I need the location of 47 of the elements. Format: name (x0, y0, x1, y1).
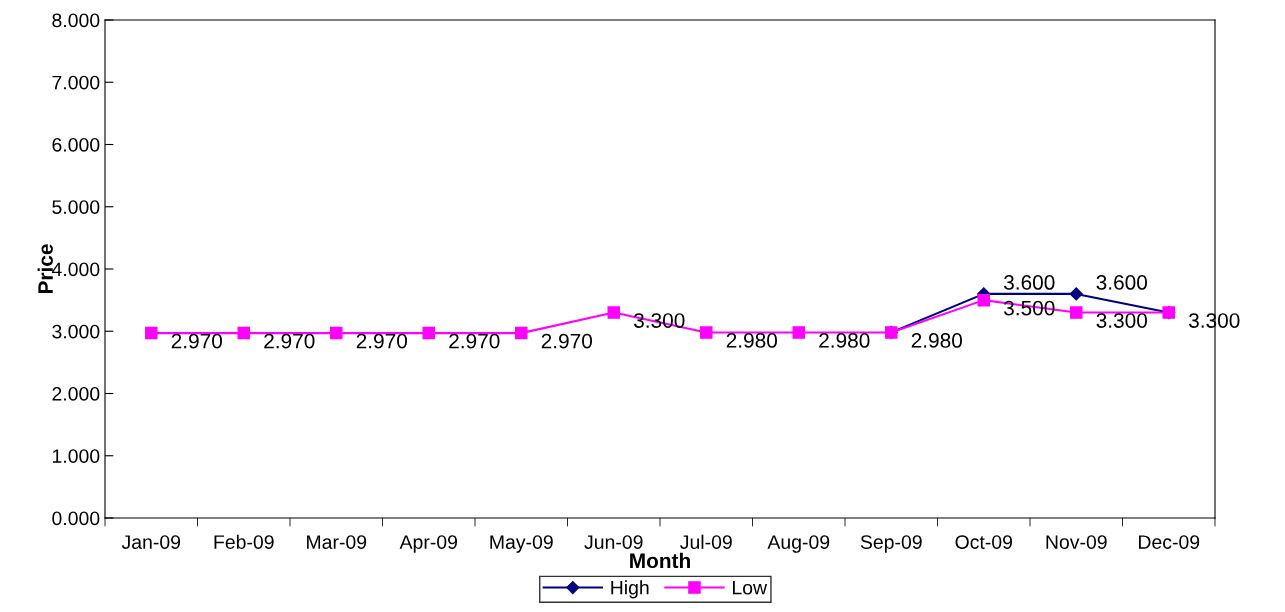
x-tick-label: Dec-09 (1139, 535, 1200, 549)
y-axis-title: Price (37, 244, 53, 294)
data-label: 2.980 (819, 333, 870, 348)
point (144, 326, 158, 340)
y-tick-label: 2.000 (52, 386, 100, 401)
data-label: 2.980 (726, 333, 778, 348)
x-tick-label: May-09 (490, 535, 553, 553)
data-label: 2.970 (171, 333, 223, 349)
x-tick-label: Sep-09 (860, 535, 922, 553)
y-tick-label: 0.000 (52, 511, 100, 526)
point (977, 293, 991, 307)
y-tick-label: 1.000 (52, 449, 100, 463)
data-label: 2.970 (264, 333, 315, 349)
y-tick-label: 8.000 (52, 13, 100, 28)
point (699, 326, 713, 339)
data-label: 2.980 (911, 333, 963, 348)
data-label: 2.970 (449, 333, 500, 349)
x-tick-label: Nov-09 (1046, 535, 1107, 549)
x-tick-label: Jul-09 (680, 534, 732, 549)
x-tick-label: Aug-09 (767, 535, 830, 553)
y-tick-label: 3.000 (52, 324, 100, 339)
point (607, 306, 621, 319)
x-tick-label: Apr-09 (399, 535, 458, 553)
x-tick-label: Jun-09 (584, 535, 643, 549)
y-tick-label: 6.000 (52, 137, 100, 152)
data-label: 2.970 (541, 333, 593, 349)
x-tick-label: Mar-09 (307, 535, 367, 549)
data-label: 2.970 (356, 333, 408, 349)
legend-label: High (611, 580, 649, 599)
point (329, 326, 343, 340)
data-label: 3.300 (1096, 313, 1148, 328)
point (1069, 306, 1083, 319)
y-tick-label: 5.000 (52, 200, 100, 214)
y-tick-label: 7.000 (52, 75, 100, 90)
x-tick-label: Jan-09 (121, 535, 181, 549)
point (792, 326, 806, 339)
data-label: 3.600 (1003, 275, 1055, 290)
point (422, 326, 436, 340)
x-tick-label: Feb-09 (214, 534, 274, 549)
point (1069, 287, 1083, 301)
x-tick-label: Oct-09 (955, 535, 1013, 549)
point (237, 326, 251, 340)
legend-label: Low (732, 580, 768, 595)
y-tick-label: 4.000 (51, 262, 100, 277)
x-axis-title: Month (630, 552, 690, 569)
point (514, 326, 528, 340)
data-label: 3.600 (1096, 275, 1148, 290)
